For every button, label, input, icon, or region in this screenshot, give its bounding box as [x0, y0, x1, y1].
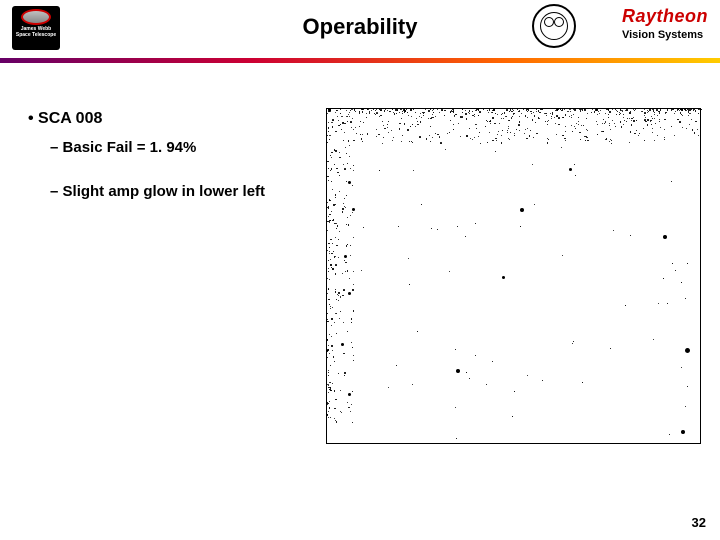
slide-title: Operability [0, 14, 720, 40]
divider-gradient-bar [0, 58, 720, 63]
operability-map-figure [326, 108, 701, 444]
bullet-level2-glow: Slight amp glow in lower left [50, 182, 310, 202]
brand-name: Raytheon [622, 6, 708, 27]
bullet-level2-fail: Basic Fail = 1. 94% [50, 138, 310, 158]
slide-header: James Webb Space Telescope Operability R… [0, 0, 720, 58]
university-seal-icon [532, 4, 576, 48]
brand-block: Raytheon Vision Systems [622, 6, 708, 41]
brand-subtitle: Vision Systems [622, 29, 708, 41]
page-number: 32 [692, 515, 706, 530]
